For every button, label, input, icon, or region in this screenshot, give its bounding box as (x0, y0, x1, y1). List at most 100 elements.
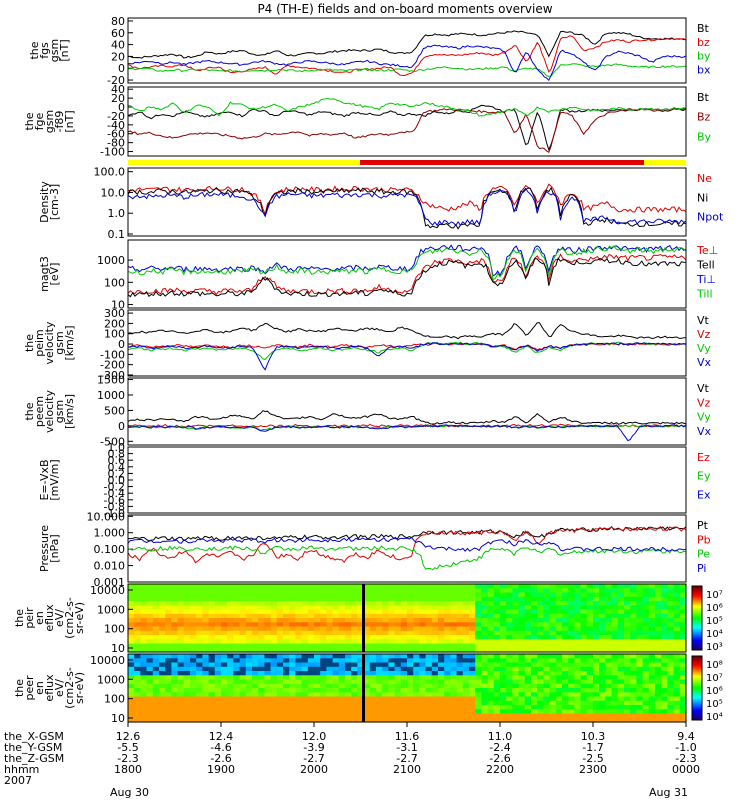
heatmap-cell (444, 671, 451, 676)
heatmap-cell (450, 666, 458, 672)
heatmap-cell (673, 675, 681, 681)
heatmap-cell (276, 666, 284, 672)
heatmap-cell (661, 705, 668, 710)
heatmap-cell (332, 658, 340, 664)
heatmap-cell (586, 662, 594, 668)
heatmap-cell (134, 654, 141, 659)
heatmap-cell (369, 705, 377, 710)
heatmap-cell (673, 635, 681, 640)
heatmap-cell (586, 618, 594, 623)
heatmap-cell (531, 647, 538, 653)
heatmap-cell (252, 700, 259, 706)
heatmap-cell (152, 688, 160, 693)
heatmap-cell (481, 692, 489, 698)
heatmap-cell (624, 601, 631, 606)
heatmap-cell (196, 700, 203, 706)
heatmap-cell (655, 635, 662, 640)
heatmap-cell (165, 679, 172, 685)
heatmap-cell (202, 605, 210, 611)
legend-peem-Vy: Vy (697, 411, 711, 424)
heatmap-cell (425, 592, 433, 598)
heatmap-cell (214, 705, 222, 710)
heatmap-cell (351, 713, 358, 719)
heatmap-cell (264, 666, 272, 672)
heatmap-cell (593, 630, 600, 636)
heatmap-cell (332, 683, 340, 689)
heatmap-cell (475, 592, 482, 598)
heatmap-cell (661, 635, 668, 640)
heatmap-cell (444, 692, 451, 698)
heatmap-cell (326, 671, 334, 676)
heatmap-cell (382, 613, 389, 619)
heatmap-cell (171, 605, 179, 611)
heatmap-cell (574, 683, 582, 689)
heatmap-cell (345, 700, 352, 706)
colorbar-tick: 10⁶ (706, 603, 723, 614)
heatmap-cell (667, 654, 675, 659)
heatmap-cell (624, 671, 631, 676)
heatmap-cell (214, 630, 222, 636)
heatmap-cell (450, 622, 458, 628)
heatmap-cell (196, 671, 203, 676)
heatmap-cell (462, 717, 470, 723)
heatmap-cell (605, 626, 613, 632)
heatmap-cell (369, 605, 377, 611)
heatmap-cell (326, 709, 334, 715)
heatmap-cell (245, 713, 253, 719)
heatmap-cell (196, 601, 203, 606)
heatmap-cell (605, 705, 613, 710)
heatmap-cell (462, 635, 470, 640)
legend-peim-Vy: Vy (697, 342, 711, 355)
heatmap-cell (400, 613, 408, 619)
heatmap-cell (258, 584, 265, 589)
heatmap-cell (314, 609, 321, 615)
ylabel-line: peer (23, 675, 36, 701)
heatmap-cell (462, 683, 470, 689)
ytick-label: 0.2 (108, 467, 126, 480)
heatmap-cell (202, 613, 210, 619)
heatmap-cell (407, 692, 414, 698)
heatmap-cell (599, 584, 606, 589)
heatmap-cell (258, 609, 265, 615)
heatmap-cell (283, 639, 290, 645)
heatmap-cell (177, 643, 185, 649)
heatmap-cell (456, 705, 464, 710)
heatmap-cell (481, 700, 489, 706)
heatmap-cell (487, 696, 495, 702)
heatmap-cell (171, 654, 179, 659)
heatmap-cell (326, 622, 334, 628)
heatmap-cell (183, 596, 191, 602)
heatmap-cell (338, 622, 346, 628)
xtick-value: 12.4 (209, 730, 234, 743)
heatmap-cell (357, 622, 365, 628)
colorbar-tick: 10⁵ (706, 616, 723, 627)
heatmap-cell (673, 696, 681, 702)
heatmap-cell (301, 683, 309, 689)
heatmap-cell (221, 705, 228, 710)
heatmap-cell (276, 713, 284, 719)
heatmap-cell (190, 700, 197, 706)
heatmap-cell (580, 671, 588, 676)
heatmap-cell (537, 700, 544, 706)
heatmap-cell (407, 639, 414, 645)
heatmap-cell (667, 679, 675, 685)
heatmap-cell (593, 662, 600, 668)
heatmap-cell (289, 605, 296, 611)
heatmap-cell (289, 630, 296, 636)
heatmap-cell (239, 705, 247, 710)
heatmap-cell (276, 705, 284, 710)
heatmap-cell (190, 601, 197, 606)
heatmap-cell (586, 639, 594, 645)
ylabel-line: gsm (43, 110, 56, 133)
ytick-label: -20 (107, 74, 125, 87)
heatmap-cell (171, 675, 179, 681)
xtick-value: 11.0 (488, 730, 513, 743)
heatmap-cell (624, 675, 631, 681)
heatmap-cell (655, 679, 662, 685)
heatmap-cell (679, 679, 687, 685)
heatmap-cell (146, 609, 154, 615)
heatmap-cell (264, 671, 272, 676)
heatmap-cell (481, 618, 489, 623)
heatmap-cell (152, 675, 160, 681)
heatmap-cell (642, 626, 650, 632)
